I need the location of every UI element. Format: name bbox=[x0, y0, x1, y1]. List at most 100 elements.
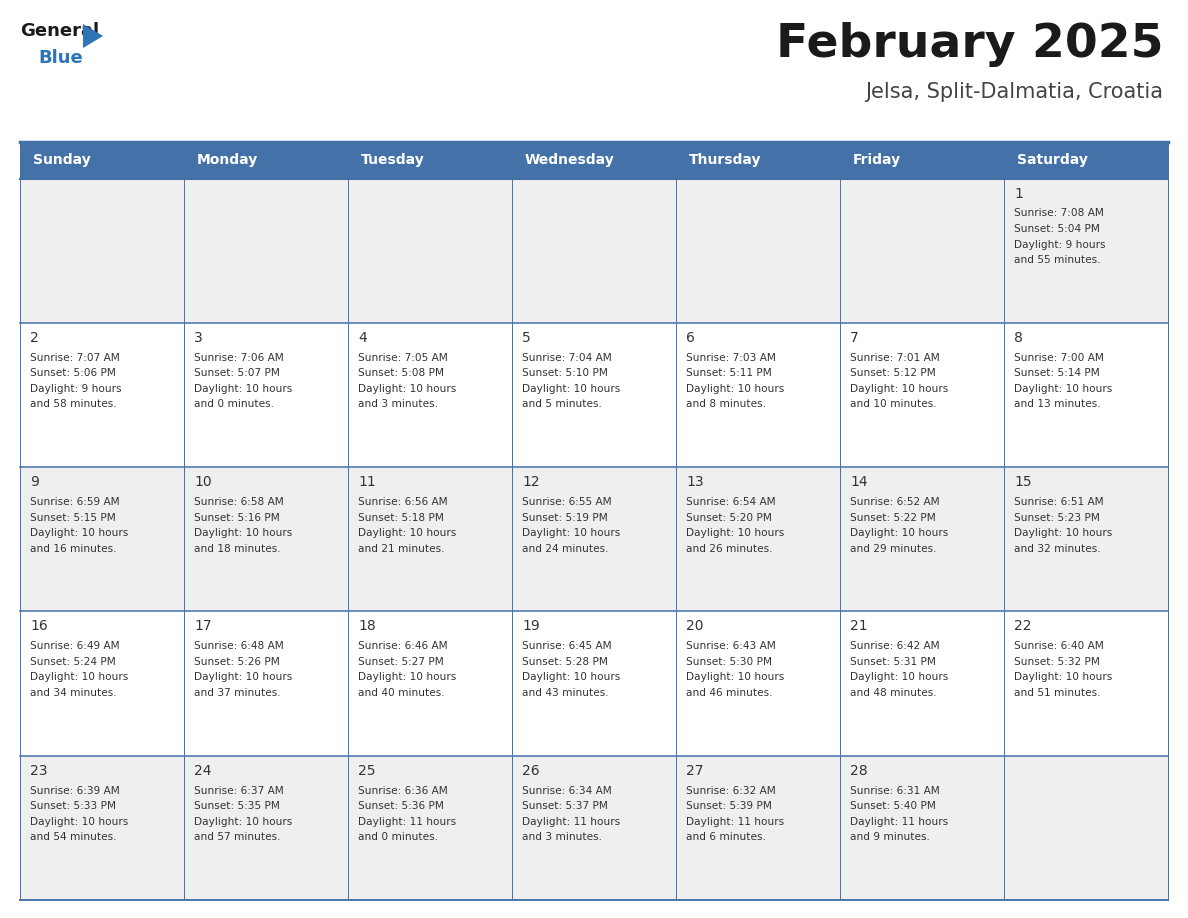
Text: 8: 8 bbox=[1015, 330, 1023, 345]
Text: Daylight: 10 hours: Daylight: 10 hours bbox=[194, 672, 292, 682]
Text: Daylight: 10 hours: Daylight: 10 hours bbox=[522, 672, 620, 682]
Text: Sunset: 5:24 PM: Sunset: 5:24 PM bbox=[30, 657, 115, 666]
Text: 9: 9 bbox=[30, 476, 39, 489]
Text: Sunset: 5:19 PM: Sunset: 5:19 PM bbox=[522, 512, 608, 522]
Text: Sunset: 5:04 PM: Sunset: 5:04 PM bbox=[1015, 224, 1100, 234]
Text: and 5 minutes.: and 5 minutes. bbox=[522, 399, 602, 409]
Text: Sunset: 5:27 PM: Sunset: 5:27 PM bbox=[358, 657, 444, 666]
Text: Sunset: 5:32 PM: Sunset: 5:32 PM bbox=[1015, 657, 1100, 666]
Bar bbox=[20, 142, 1168, 178]
Text: and 51 minutes.: and 51 minutes. bbox=[1015, 688, 1100, 698]
Text: 6: 6 bbox=[685, 330, 695, 345]
Text: 13: 13 bbox=[685, 476, 703, 489]
Text: Daylight: 10 hours: Daylight: 10 hours bbox=[194, 528, 292, 538]
Text: 15: 15 bbox=[1015, 476, 1031, 489]
Text: and 3 minutes.: and 3 minutes. bbox=[358, 399, 438, 409]
Text: Sunrise: 6:55 AM: Sunrise: 6:55 AM bbox=[522, 498, 612, 507]
Text: and 3 minutes.: and 3 minutes. bbox=[522, 833, 602, 842]
Text: Daylight: 10 hours: Daylight: 10 hours bbox=[1015, 528, 1112, 538]
Text: Daylight: 10 hours: Daylight: 10 hours bbox=[194, 384, 292, 394]
Text: Sunrise: 6:43 AM: Sunrise: 6:43 AM bbox=[685, 642, 776, 652]
Text: Sunrise: 6:32 AM: Sunrise: 6:32 AM bbox=[685, 786, 776, 796]
Text: 1: 1 bbox=[1015, 186, 1023, 200]
Text: Sunrise: 6:59 AM: Sunrise: 6:59 AM bbox=[30, 498, 120, 507]
Text: 22: 22 bbox=[1015, 620, 1031, 633]
Text: Sunrise: 7:06 AM: Sunrise: 7:06 AM bbox=[194, 353, 284, 363]
Text: and 57 minutes.: and 57 minutes. bbox=[194, 833, 280, 842]
Text: 3: 3 bbox=[194, 330, 203, 345]
Text: Daylight: 10 hours: Daylight: 10 hours bbox=[358, 672, 456, 682]
Text: 26: 26 bbox=[522, 764, 539, 778]
Text: Friday: Friday bbox=[853, 153, 902, 167]
Text: Daylight: 9 hours: Daylight: 9 hours bbox=[30, 384, 121, 394]
Text: Sunset: 5:06 PM: Sunset: 5:06 PM bbox=[30, 368, 116, 378]
Text: Sunset: 5:15 PM: Sunset: 5:15 PM bbox=[30, 512, 115, 522]
Text: 16: 16 bbox=[30, 620, 48, 633]
Text: Sunrise: 7:05 AM: Sunrise: 7:05 AM bbox=[358, 353, 448, 363]
Text: Sunset: 5:39 PM: Sunset: 5:39 PM bbox=[685, 801, 772, 812]
Text: 19: 19 bbox=[522, 620, 539, 633]
Text: Daylight: 10 hours: Daylight: 10 hours bbox=[1015, 384, 1112, 394]
Text: 27: 27 bbox=[685, 764, 703, 778]
Text: Sunrise: 6:37 AM: Sunrise: 6:37 AM bbox=[194, 786, 284, 796]
Text: 21: 21 bbox=[849, 620, 867, 633]
Text: Saturday: Saturday bbox=[1017, 153, 1088, 167]
Text: Sunset: 5:37 PM: Sunset: 5:37 PM bbox=[522, 801, 608, 812]
Text: 11: 11 bbox=[358, 476, 375, 489]
Text: Sunrise: 6:52 AM: Sunrise: 6:52 AM bbox=[849, 498, 940, 507]
Text: Sunrise: 6:51 AM: Sunrise: 6:51 AM bbox=[1015, 498, 1104, 507]
Text: Sunrise: 6:56 AM: Sunrise: 6:56 AM bbox=[358, 498, 448, 507]
Text: and 6 minutes.: and 6 minutes. bbox=[685, 833, 766, 842]
Text: Daylight: 10 hours: Daylight: 10 hours bbox=[1015, 672, 1112, 682]
Text: and 55 minutes.: and 55 minutes. bbox=[1015, 255, 1100, 265]
Text: and 48 minutes.: and 48 minutes. bbox=[849, 688, 936, 698]
Text: 4: 4 bbox=[358, 330, 367, 345]
Text: Sunrise: 7:03 AM: Sunrise: 7:03 AM bbox=[685, 353, 776, 363]
Text: Sunrise: 6:40 AM: Sunrise: 6:40 AM bbox=[1015, 642, 1104, 652]
Text: Sunset: 5:40 PM: Sunset: 5:40 PM bbox=[849, 801, 936, 812]
Text: Wednesday: Wednesday bbox=[525, 153, 614, 167]
Text: Daylight: 10 hours: Daylight: 10 hours bbox=[30, 817, 128, 827]
Text: and 26 minutes.: and 26 minutes. bbox=[685, 543, 772, 554]
Text: 24: 24 bbox=[194, 764, 211, 778]
Text: 12: 12 bbox=[522, 476, 539, 489]
Text: and 16 minutes.: and 16 minutes. bbox=[30, 543, 116, 554]
Text: and 24 minutes.: and 24 minutes. bbox=[522, 543, 608, 554]
Bar bbox=[20, 611, 1168, 756]
Bar bbox=[20, 756, 1168, 900]
Text: Sunrise: 6:54 AM: Sunrise: 6:54 AM bbox=[685, 498, 776, 507]
Text: Sunset: 5:36 PM: Sunset: 5:36 PM bbox=[358, 801, 444, 812]
Text: Daylight: 11 hours: Daylight: 11 hours bbox=[685, 817, 784, 827]
Text: and 21 minutes.: and 21 minutes. bbox=[358, 543, 444, 554]
Text: 17: 17 bbox=[194, 620, 211, 633]
Text: Sunset: 5:08 PM: Sunset: 5:08 PM bbox=[358, 368, 444, 378]
Text: Daylight: 10 hours: Daylight: 10 hours bbox=[358, 384, 456, 394]
Text: Sunset: 5:12 PM: Sunset: 5:12 PM bbox=[849, 368, 936, 378]
Text: Sunrise: 7:08 AM: Sunrise: 7:08 AM bbox=[1015, 208, 1104, 218]
Text: 5: 5 bbox=[522, 330, 531, 345]
Text: and 54 minutes.: and 54 minutes. bbox=[30, 833, 116, 842]
Text: 14: 14 bbox=[849, 476, 867, 489]
Text: Blue: Blue bbox=[38, 49, 83, 67]
Text: Sunset: 5:22 PM: Sunset: 5:22 PM bbox=[849, 512, 936, 522]
Text: Sunset: 5:28 PM: Sunset: 5:28 PM bbox=[522, 657, 608, 666]
Text: 10: 10 bbox=[194, 476, 211, 489]
Text: Tuesday: Tuesday bbox=[361, 153, 425, 167]
Text: Sunrise: 6:49 AM: Sunrise: 6:49 AM bbox=[30, 642, 120, 652]
Text: and 10 minutes.: and 10 minutes. bbox=[849, 399, 936, 409]
Text: and 9 minutes.: and 9 minutes. bbox=[849, 833, 930, 842]
Text: Daylight: 10 hours: Daylight: 10 hours bbox=[685, 528, 784, 538]
Text: Daylight: 10 hours: Daylight: 10 hours bbox=[849, 672, 948, 682]
Text: Daylight: 10 hours: Daylight: 10 hours bbox=[849, 528, 948, 538]
Text: 18: 18 bbox=[358, 620, 375, 633]
Text: Daylight: 9 hours: Daylight: 9 hours bbox=[1015, 240, 1106, 250]
Text: Sunrise: 6:42 AM: Sunrise: 6:42 AM bbox=[849, 642, 940, 652]
Text: and 40 minutes.: and 40 minutes. bbox=[358, 688, 444, 698]
Bar bbox=[20, 178, 1168, 323]
Text: Sunset: 5:18 PM: Sunset: 5:18 PM bbox=[358, 512, 444, 522]
Text: 20: 20 bbox=[685, 620, 703, 633]
Text: Sunrise: 7:04 AM: Sunrise: 7:04 AM bbox=[522, 353, 612, 363]
Text: Daylight: 11 hours: Daylight: 11 hours bbox=[522, 817, 620, 827]
Text: 2: 2 bbox=[30, 330, 39, 345]
Polygon shape bbox=[83, 24, 103, 48]
